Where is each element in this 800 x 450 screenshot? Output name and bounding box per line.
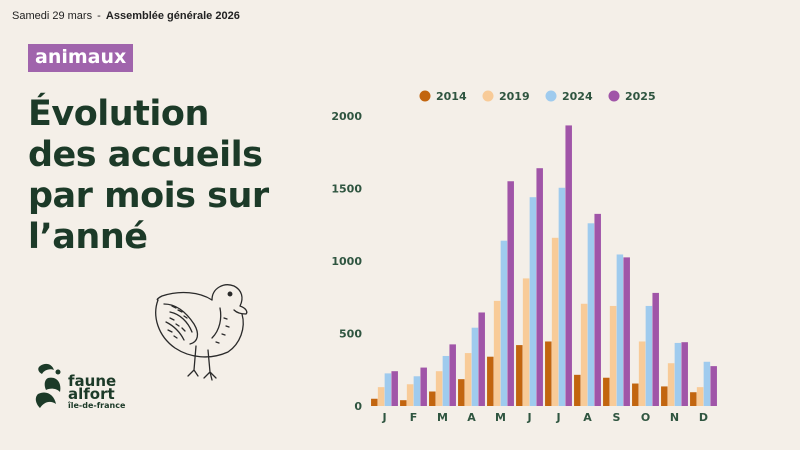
x-tick-label: J [381,411,386,424]
title-line: des accueils [28,135,263,175]
bar-2014-5 [487,356,494,406]
legend-label-2019: 2019 [499,90,530,103]
logo-line: île-de-france [68,401,126,410]
bar-2019-8 [580,303,588,406]
bar-2025-11 [681,342,688,406]
bar-2014-4 [458,379,465,406]
category-tag: animaux [28,44,134,72]
bar-2024-11 [674,342,682,406]
bar-2019-10 [638,341,646,406]
bar-2014-3 [429,391,436,406]
bar-2024-8 [587,223,595,406]
bar-2024-12 [703,361,711,406]
bar-2019-11 [667,363,675,406]
bar-2024-5 [500,240,508,406]
bar-2019-2 [406,384,414,406]
x-tick-label: D [699,411,708,424]
legend-label-2025: 2025 [625,90,656,103]
y-tick-label: 1500 [331,183,362,196]
x-tick-label: J [526,411,531,424]
logo-wordmark: faune alfort île-de-france [68,372,126,411]
bar-2014-10 [632,383,639,406]
bar-2024-10 [645,305,653,406]
header-date: Samedi 29 mars [12,10,93,22]
y-tick-label: 2000 [331,110,362,123]
bar-2025-6 [536,168,543,406]
title-line: l’anné [28,217,148,257]
bar-2025-5 [507,181,514,406]
bar-2025-3 [449,344,456,406]
page-title: Évolution des accueils par mois sur l’an… [28,94,328,258]
bar-2014-11 [661,386,668,406]
bar-2019-3 [435,371,443,406]
x-tick-label: A [583,411,592,424]
bar-2024-1 [384,373,392,406]
title-line: par mois sur [28,176,269,216]
bar-2019-1 [377,387,385,406]
bar-2014-6 [516,345,523,406]
y-tick-label: 1000 [331,255,362,268]
faune-alfort-logo [35,363,61,408]
bar-2014-12 [690,392,697,406]
bar-2024-4 [471,327,479,406]
bar-2024-7 [558,187,566,406]
bar-2024-2 [413,376,421,406]
legend-swatch-2014 [419,90,431,102]
header-separator: - [97,10,101,22]
x-tick-label: F [410,411,418,424]
x-tick-label: S [613,411,621,424]
bar-2019-5 [493,300,501,406]
bar-2019-7 [551,237,559,406]
bar-2014-1 [371,398,378,406]
bar-2024-6 [529,197,537,406]
bar-2014-8 [574,374,581,406]
header-line: Samedi 29 mars - Assemblée générale 2026 [12,10,240,22]
bar-2024-3 [442,355,450,406]
title-line: Évolution [28,94,209,134]
header-event: Assemblée générale 2026 [105,10,240,22]
bar-2025-8 [594,213,601,406]
x-tick-label: A [467,411,476,424]
bar-2025-9 [623,257,630,406]
legend-label-2014: 2014 [436,90,467,103]
y-tick-label: 500 [339,328,362,341]
bar-2024-9 [616,254,624,406]
bar-2025-4 [478,312,485,406]
legend-swatch-2025 [608,90,620,102]
bar-2014-9 [603,377,610,406]
legend-swatch-2024 [545,90,557,102]
bar-2025-2 [420,367,427,406]
x-tick-label: M [495,411,506,424]
bar-2019-9 [609,305,617,406]
legend-swatch-2019 [482,90,494,102]
pigeon-illustration [155,284,248,381]
logo-line: alfort [68,385,115,403]
x-tick-label: M [437,411,448,424]
bar-2025-1 [391,371,398,406]
x-tick-label: N [670,411,679,424]
bar-2014-2 [400,400,407,406]
legend-label-2024: 2024 [562,90,593,103]
bar-2014-7 [545,341,552,406]
x-tick-label: J [555,411,560,424]
bar-2019-6 [522,278,530,406]
y-tick-label: 0 [354,400,362,413]
bar-2025-7 [565,125,572,407]
bar-2025-10 [652,292,659,406]
bar-2025-12 [710,366,717,406]
logo-line: faune [68,372,117,390]
x-tick-label: O [641,411,650,424]
bar-2019-4 [464,353,472,406]
bar-2019-12 [696,387,704,406]
